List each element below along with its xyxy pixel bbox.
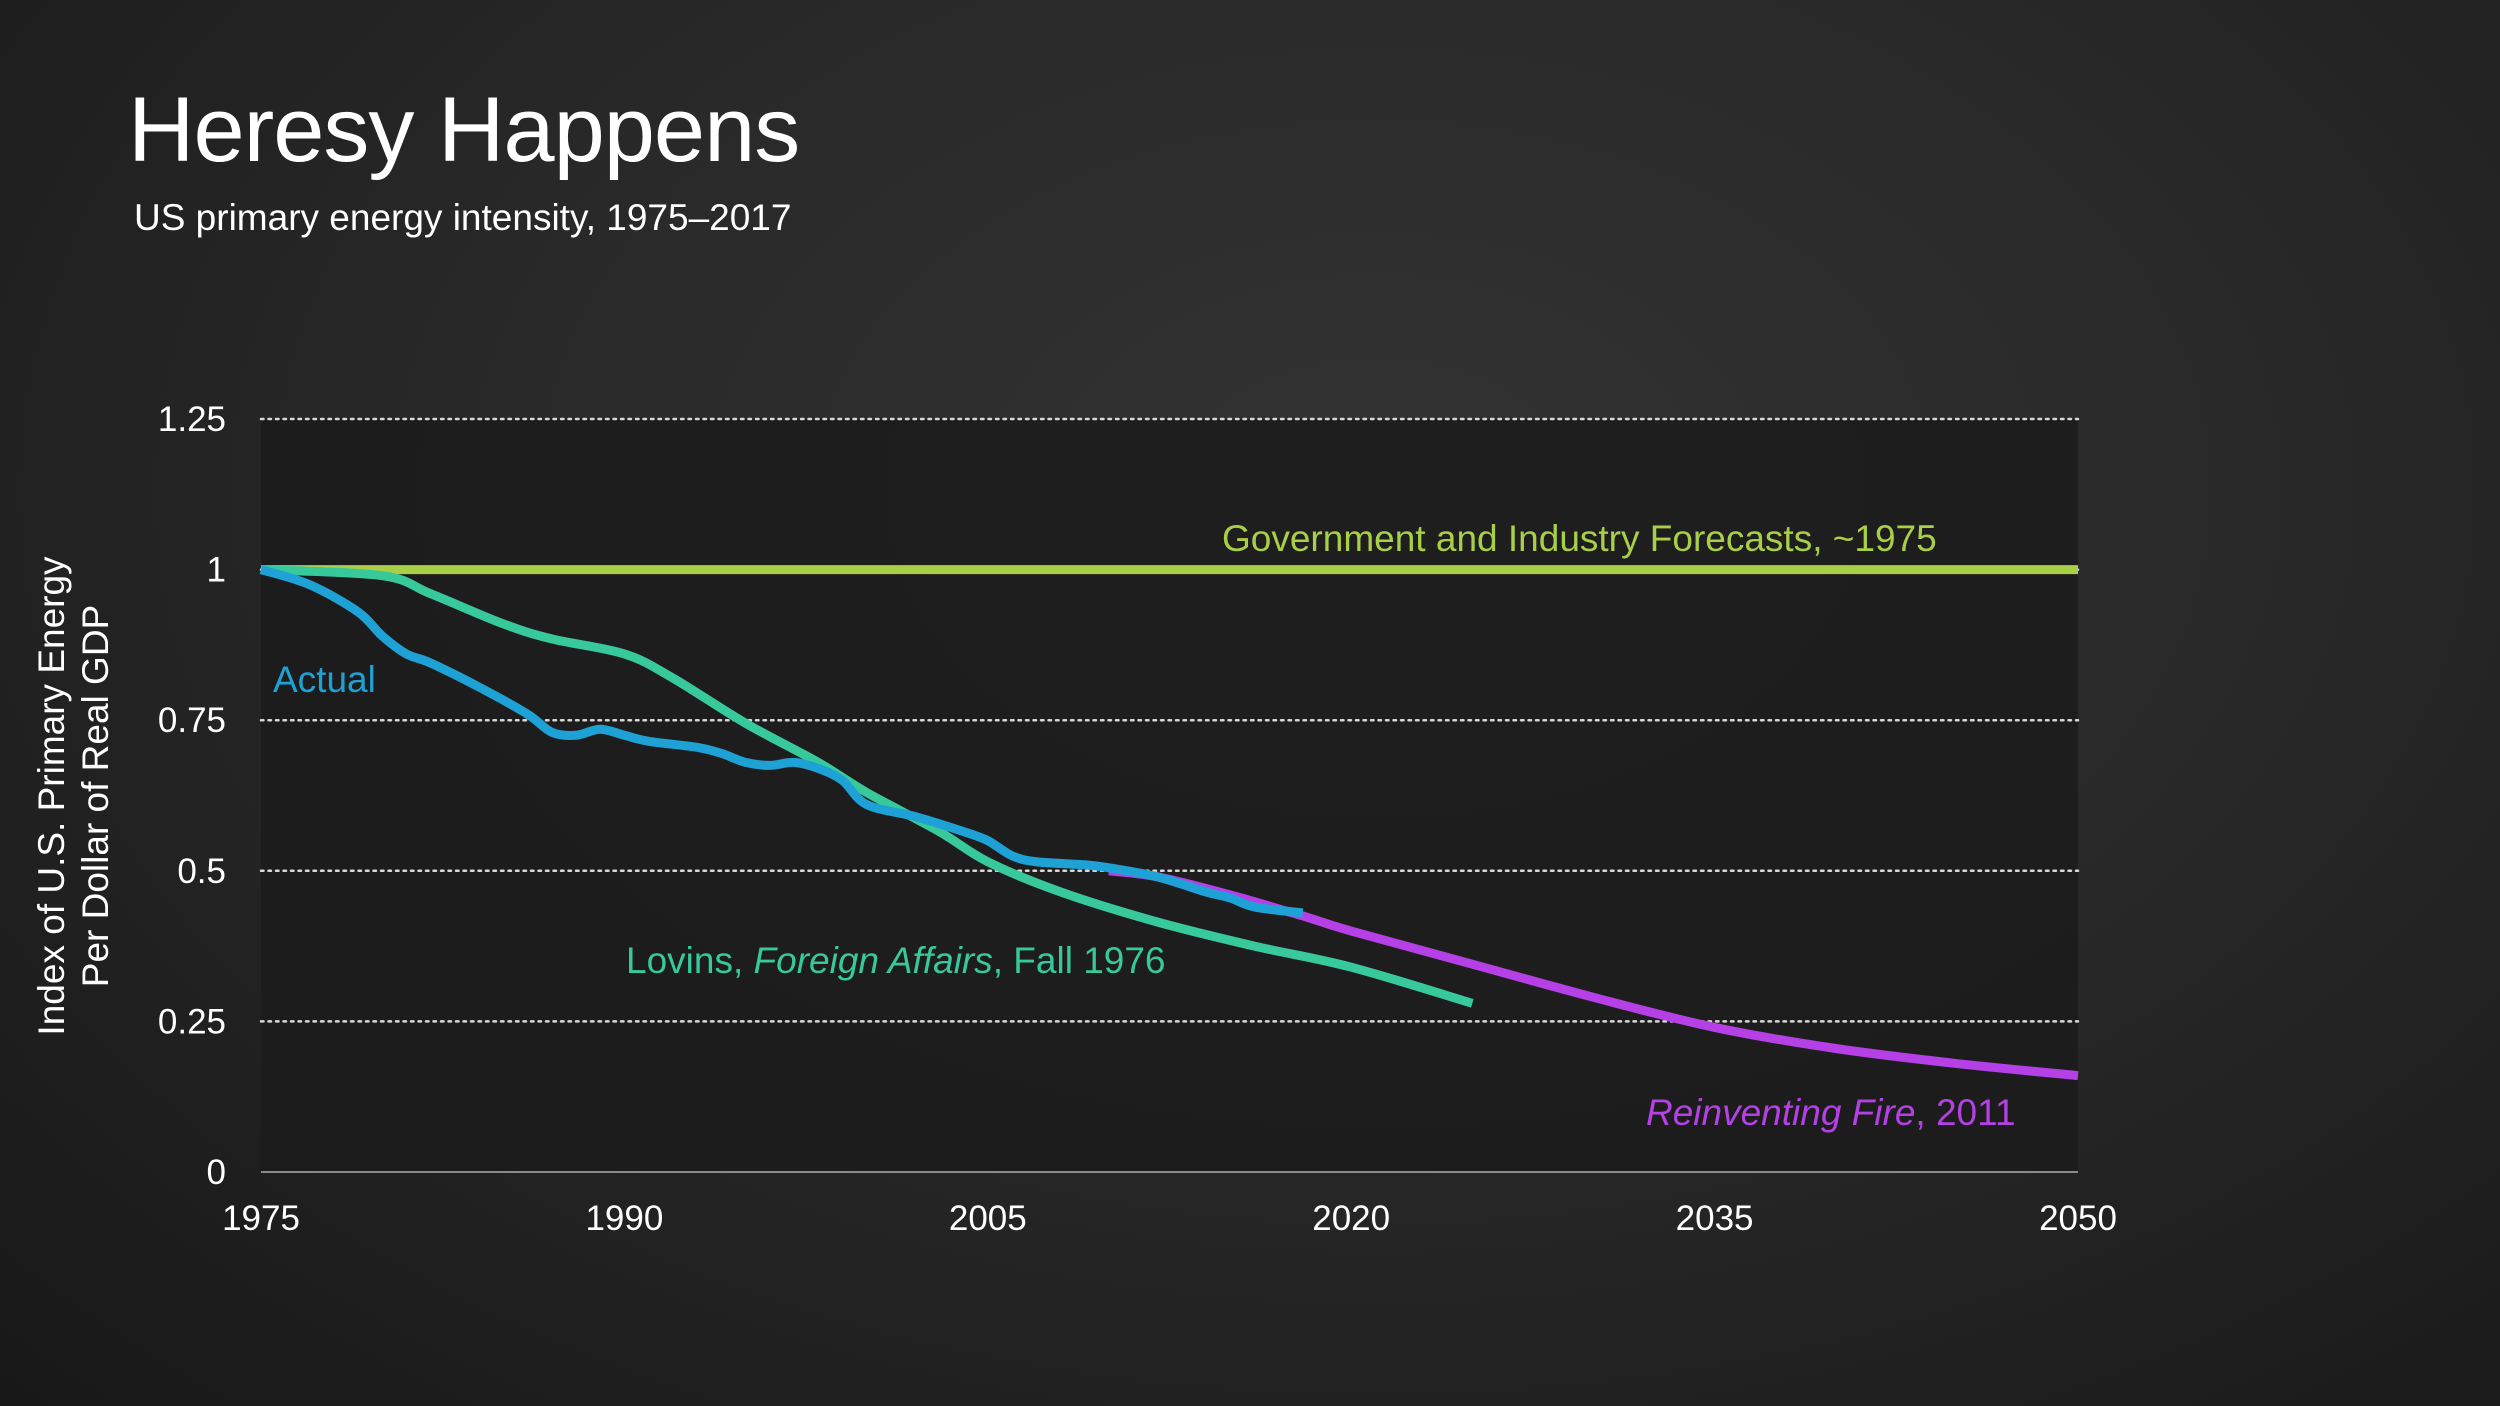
x-tick-label: 1975	[222, 1199, 300, 1238]
forecast-series-label: Government and Industry Forecasts, ~1975	[1222, 518, 1937, 559]
series-lines	[259, 565, 2079, 1081]
y-tick-label: 1	[207, 551, 226, 590]
lovins-label-italic: Foreign Affairs	[754, 940, 993, 981]
plot-background	[261, 419, 2078, 1172]
reinventing-label-suffix: , 2011	[1915, 1092, 2015, 1133]
actual-label-text: Actual	[273, 659, 376, 700]
x-tick-label: 2020	[1312, 1199, 1390, 1238]
y-tick-label: 0.5	[177, 852, 226, 891]
forecast-label-text: Government and Industry Forecasts, ~1975	[1222, 518, 1937, 559]
y-axis-title-line-1: Index of U.S. Primary Energy	[31, 556, 72, 1036]
y-tick-label: 0.25	[158, 1002, 226, 1041]
lovins-label-prefix: Lovins,	[626, 940, 754, 981]
slide-subtitle: US primary energy intensity, 1975–2017	[134, 197, 792, 238]
y-tick-label: 0	[207, 1153, 226, 1192]
lovins-series-label: Lovins, Foreign Affairs, Fall 1976	[626, 940, 1166, 981]
actual-series-line	[259, 565, 1304, 918]
reinventing-fire-series-label: Reinventing Fire, 2011	[1646, 1092, 2016, 1133]
axis-ticks: 0 0.25 0.5 0.75 1 1.25 1975 1990 2005 2020 2035 205…	[158, 400, 2117, 1238]
actual-series-label: Actual	[273, 659, 376, 700]
slide-title: Heresy Happens	[128, 79, 800, 181]
y-tick-label: 0.75	[158, 701, 226, 740]
y-tick-label: 1.25	[158, 400, 226, 439]
y-axis-title-line-2: Per Dollar of Real GDP	[75, 605, 116, 987]
x-tick-label: 2005	[949, 1199, 1027, 1238]
lovins-label-suffix: , Fall 1976	[993, 940, 1166, 981]
x-tick-label: 2035	[1676, 1199, 1754, 1238]
x-tick-label: 1990	[585, 1199, 663, 1238]
x-tick-label: 2050	[2039, 1199, 2117, 1238]
reinventing-label-italic: Reinventing Fire	[1646, 1092, 1915, 1133]
